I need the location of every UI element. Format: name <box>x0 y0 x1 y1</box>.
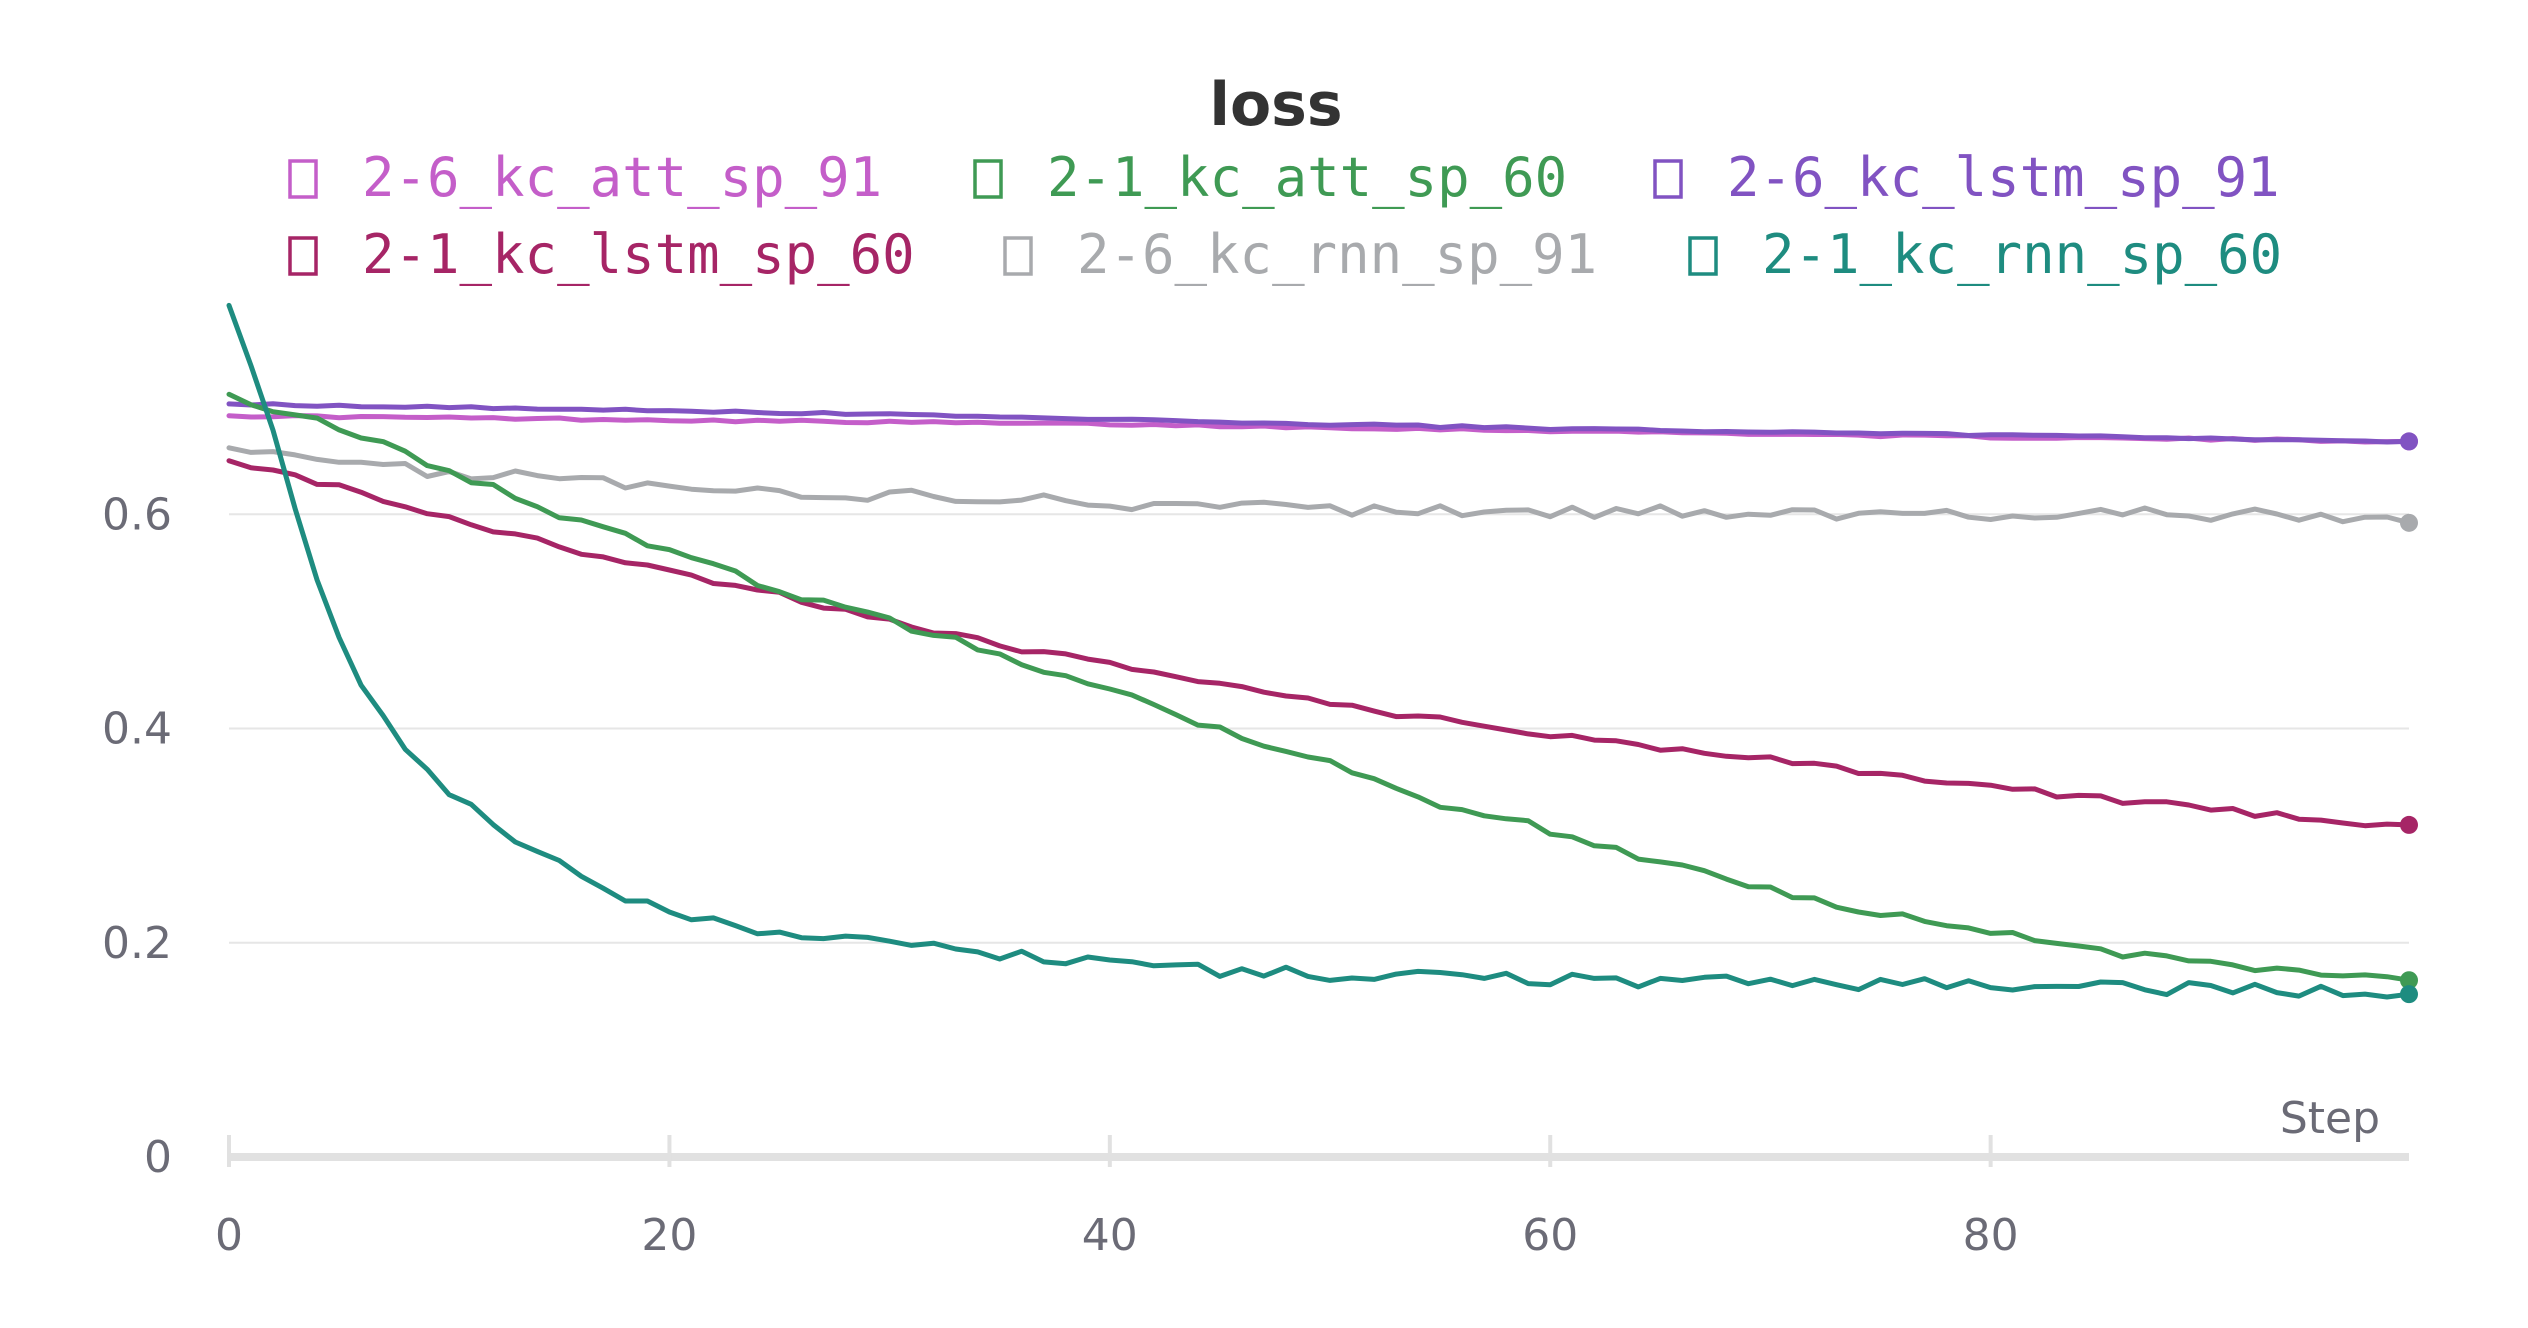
legend-label: 2-6_kc_att_sp_91 <box>362 146 882 209</box>
y-tick-label: 0.2 <box>102 918 172 969</box>
legend-marker <box>288 159 318 199</box>
y-tick-label: 0.4 <box>102 704 172 755</box>
x-axis: 0 20 40 60 80 <box>215 1135 2409 1261</box>
y-tick-label: 0 <box>144 1132 172 1183</box>
x-tick-label: 80 <box>1963 1210 2019 1261</box>
series-line <box>226 302 2412 1000</box>
x-tick-label: 40 <box>1082 1210 1138 1261</box>
series-lines <box>226 302 2418 1004</box>
legend-marker <box>1688 236 1718 276</box>
y-tick-label: 0.6 <box>102 489 172 540</box>
x-tick-label: 60 <box>1522 1210 1578 1261</box>
series-line <box>226 458 2412 829</box>
chart-title: loss <box>1209 70 1342 140</box>
legend-marker <box>1003 236 1033 276</box>
legend-label: 2-6_kc_lstm_sp_91 <box>1727 146 2280 209</box>
legend: 2-6_kc_att_sp_91 2-1_kc_att_sp_60 2-6_kc_l… <box>288 146 2282 286</box>
legend-marker <box>973 159 1003 199</box>
y-axis: 0 0.2 0.4 0.6 <box>102 489 172 1183</box>
legend-label: 2-1_kc_att_sp_60 <box>1047 146 1567 209</box>
series-end-point <box>2400 985 2418 1004</box>
x-axis-label: Step <box>2280 1093 2380 1144</box>
grid <box>229 513 2409 944</box>
series-line <box>226 445 2412 526</box>
series-end-point <box>2400 513 2418 532</box>
legend-marker <box>288 236 318 276</box>
series-end-point <box>2400 432 2418 451</box>
legend-marker <box>1653 159 1683 199</box>
series-line <box>226 401 2412 445</box>
legend-label: 2-6_kc_rnn_sp_91 <box>1077 223 1597 286</box>
legend-label: 2-1_kc_lstm_sp_60 <box>362 223 915 286</box>
x-tick-label: 20 <box>641 1210 697 1261</box>
series-line <box>226 391 2412 983</box>
legend-label: 2-1_kc_rnn_sp_60 <box>1762 223 2282 286</box>
x-tick-label: 0 <box>215 1210 243 1261</box>
series-end-point <box>2400 971 2418 990</box>
series-end-point <box>2400 815 2418 834</box>
